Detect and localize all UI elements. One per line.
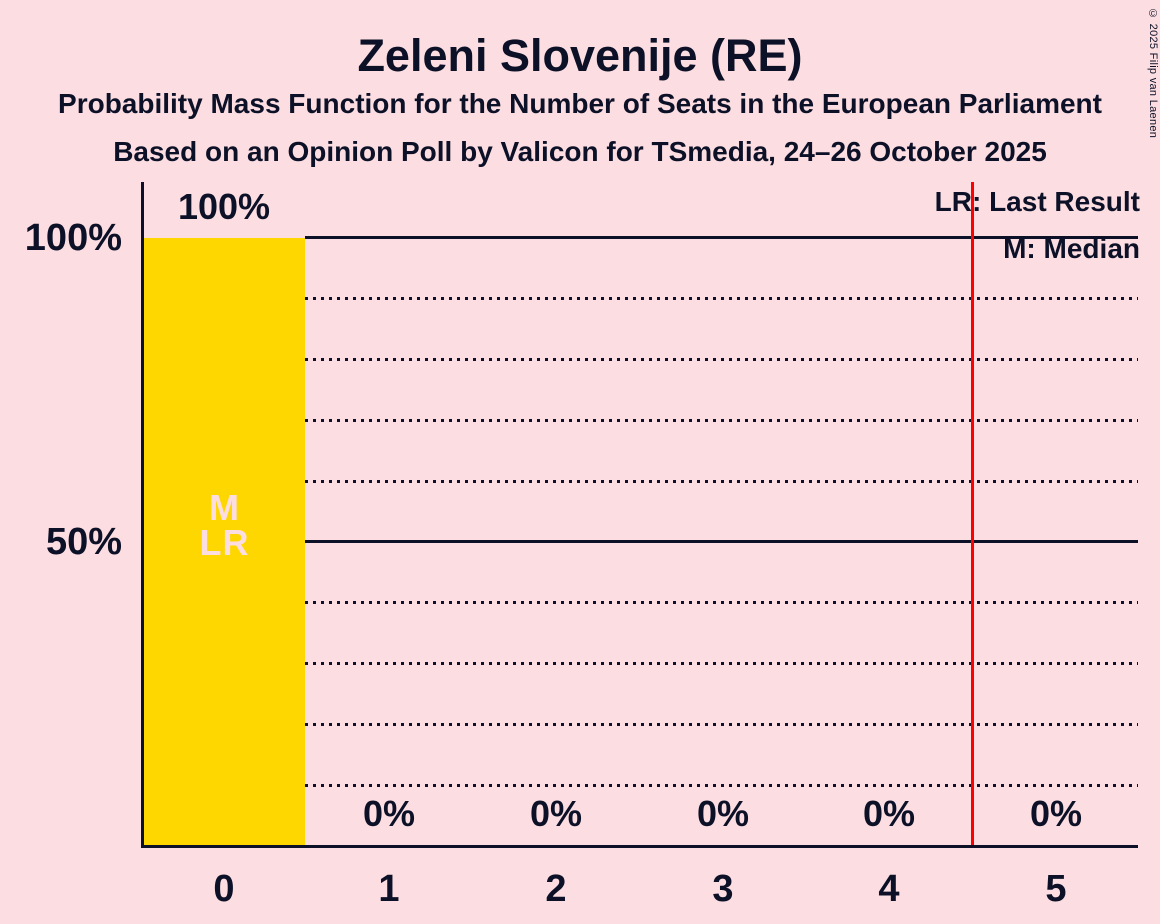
x-axis-label-5: 5 (1045, 868, 1067, 910)
value-label-4-seats: 0% (862, 793, 916, 834)
value-label-3-seats: 0% (696, 793, 750, 834)
legend-median: M: Median (1003, 233, 1140, 264)
y-axis-label-50: 50% (45, 521, 122, 563)
gridline-30pct (305, 662, 1138, 665)
gridline-80pct (305, 358, 1138, 361)
y-axis-line (141, 182, 144, 848)
x-axis-label-0: 0 (213, 868, 235, 910)
x-axis-label-2: 2 (545, 868, 567, 910)
legend-last-result: LR: Last Result (934, 186, 1140, 217)
copyright-notice: © 2025 Filip van Laenen (1147, 8, 1159, 139)
gridline-70pct (305, 419, 1138, 422)
page-title: Zeleni Slovenije (RE) (357, 30, 803, 81)
x-axis-label-4: 4 (878, 868, 900, 910)
chart-subtitle-line1: Probability Mass Function for the Number… (58, 88, 1102, 119)
value-label-0-seats: 100% (177, 186, 271, 227)
gridline-90pct (305, 297, 1138, 300)
gridline-50pct (305, 540, 1138, 543)
x-axis-label-1: 1 (378, 868, 400, 910)
gridline-40pct (305, 601, 1138, 604)
value-label-2-seats: 0% (529, 793, 583, 834)
gridline-20pct (305, 723, 1138, 726)
y-axis-label-100: 100% (24, 217, 122, 259)
value-label-5-seats: 0% (1029, 793, 1083, 834)
value-label-1-seat: 0% (362, 793, 416, 834)
gridline-100pct (305, 236, 1138, 239)
probability-bar-0-seats: M LR (144, 238, 305, 845)
last-result-marker: LR (199, 522, 250, 563)
majority-threshold-line (971, 182, 974, 845)
gridline-60pct (305, 480, 1138, 483)
x-axis-label-3: 3 (712, 868, 734, 910)
x-axis-line (141, 845, 1138, 848)
median-marker: M (209, 487, 240, 528)
gridline-10pct (305, 784, 1138, 787)
chart-subtitle-line2: Based on an Opinion Poll by Valicon for … (113, 136, 1047, 167)
